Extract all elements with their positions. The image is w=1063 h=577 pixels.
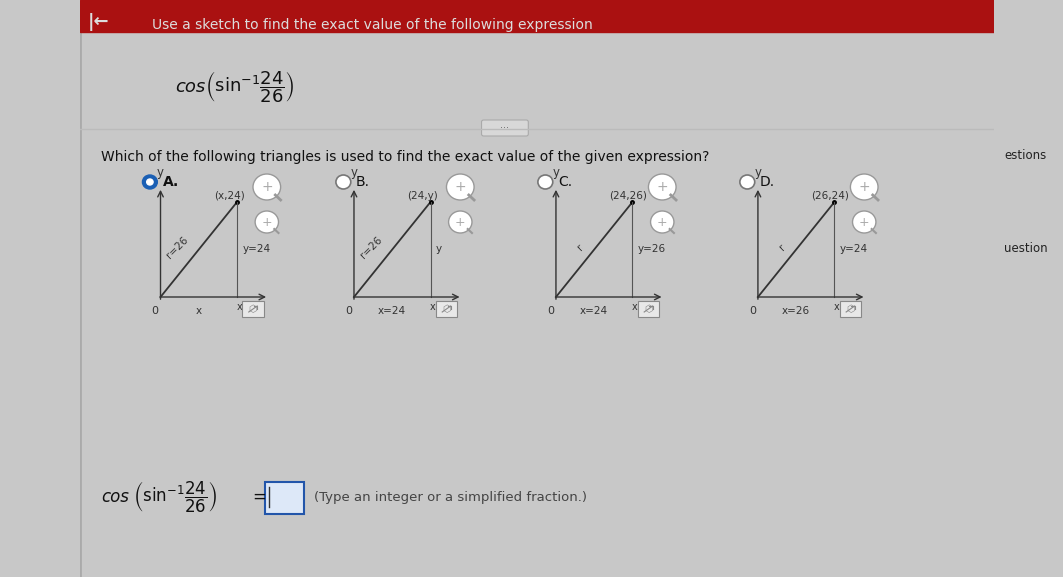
Text: +: + [657, 215, 668, 228]
Circle shape [336, 175, 351, 189]
FancyBboxPatch shape [265, 482, 304, 514]
Text: y=24: y=24 [242, 245, 270, 254]
FancyBboxPatch shape [482, 120, 528, 136]
Text: x: x [833, 302, 840, 312]
Text: uestion: uestion [1005, 242, 1048, 254]
FancyBboxPatch shape [436, 301, 457, 317]
Text: =: = [252, 488, 266, 506]
Text: (24,y): (24,y) [407, 191, 438, 201]
Text: +: + [261, 215, 272, 228]
Text: C.: C. [558, 175, 572, 189]
Text: r=26: r=26 [165, 235, 190, 260]
Circle shape [648, 174, 676, 200]
Circle shape [142, 175, 157, 189]
Text: y: y [157, 166, 164, 179]
Circle shape [147, 179, 153, 185]
Text: $\left(\sin^{-1}\!\dfrac{24}{26}\right)$: $\left(\sin^{-1}\!\dfrac{24}{26}\right)$ [205, 69, 294, 105]
Circle shape [449, 211, 472, 233]
Circle shape [446, 174, 474, 200]
Text: (x,24): (x,24) [214, 191, 244, 201]
Text: y: y [351, 166, 357, 179]
Text: |←: |← [88, 13, 109, 31]
FancyBboxPatch shape [840, 301, 861, 317]
Text: ⬡: ⬡ [644, 304, 653, 314]
Text: cos: cos [175, 78, 205, 96]
Text: 0: 0 [749, 306, 756, 316]
Text: r=26: r=26 [358, 235, 384, 260]
Text: 0: 0 [547, 306, 554, 316]
Text: Use a sketch to find the exact value of the following expression: Use a sketch to find the exact value of … [152, 18, 593, 32]
Text: r: r [777, 242, 788, 253]
Text: A.: A. [163, 175, 179, 189]
Text: estions: estions [1005, 149, 1046, 162]
Circle shape [538, 175, 553, 189]
Text: (Type an integer or a simplified fraction.): (Type an integer or a simplified fractio… [314, 490, 587, 504]
Text: B.: B. [356, 175, 370, 189]
Text: ⬡: ⬡ [442, 304, 451, 314]
Text: y=26: y=26 [638, 245, 665, 254]
Text: $\left(\sin^{-1}\!\dfrac{24}{26}\right)$: $\left(\sin^{-1}\!\dfrac{24}{26}\right)$ [133, 479, 217, 515]
Text: x: x [236, 302, 242, 312]
Text: ···: ··· [501, 123, 509, 133]
Text: 0: 0 [345, 306, 352, 316]
Circle shape [253, 174, 281, 200]
Text: x: x [631, 302, 638, 312]
Text: (24,26): (24,26) [609, 191, 647, 201]
Circle shape [740, 175, 755, 189]
Text: ⬡: ⬡ [846, 304, 855, 314]
Text: y: y [553, 166, 559, 179]
Text: +: + [859, 180, 870, 194]
Text: +: + [455, 180, 466, 194]
Text: (26,24): (26,24) [811, 191, 849, 201]
Text: ⬡: ⬡ [249, 304, 257, 314]
Text: x: x [429, 302, 436, 312]
Text: x=24: x=24 [378, 306, 406, 316]
Text: Which of the following triangles is used to find the exact value of the given ex: Which of the following triangles is used… [101, 150, 709, 164]
FancyBboxPatch shape [638, 301, 659, 317]
Text: x=24: x=24 [580, 306, 608, 316]
Text: +: + [455, 215, 466, 228]
Text: +: + [657, 180, 668, 194]
Text: y: y [436, 245, 442, 254]
Text: x: x [196, 306, 202, 316]
Text: y: y [755, 166, 761, 179]
Text: cos: cos [101, 488, 129, 506]
Bar [80, 0, 994, 32]
Text: D.: D. [760, 175, 775, 189]
Text: x=26: x=26 [782, 306, 810, 316]
Text: 0: 0 [152, 306, 158, 316]
Text: y=24: y=24 [840, 245, 867, 254]
Text: +: + [859, 215, 870, 228]
Circle shape [255, 211, 279, 233]
Text: r: r [575, 242, 586, 253]
Circle shape [651, 211, 674, 233]
Circle shape [853, 211, 876, 233]
Circle shape [850, 174, 878, 200]
Text: +: + [261, 180, 272, 194]
FancyBboxPatch shape [242, 301, 264, 317]
